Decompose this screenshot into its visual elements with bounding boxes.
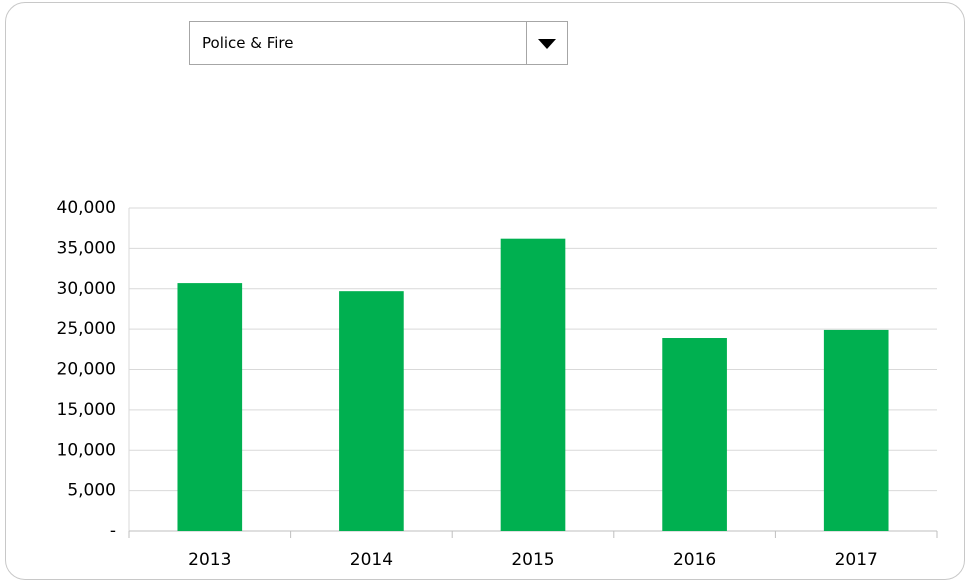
panel [5, 2, 965, 580]
dropdown[interactable]: Police & Fire [189, 21, 568, 65]
dropdown-value: Police & Fire [202, 34, 294, 52]
arrow-icon [538, 39, 556, 49]
dropdown-button[interactable] [526, 22, 567, 64]
